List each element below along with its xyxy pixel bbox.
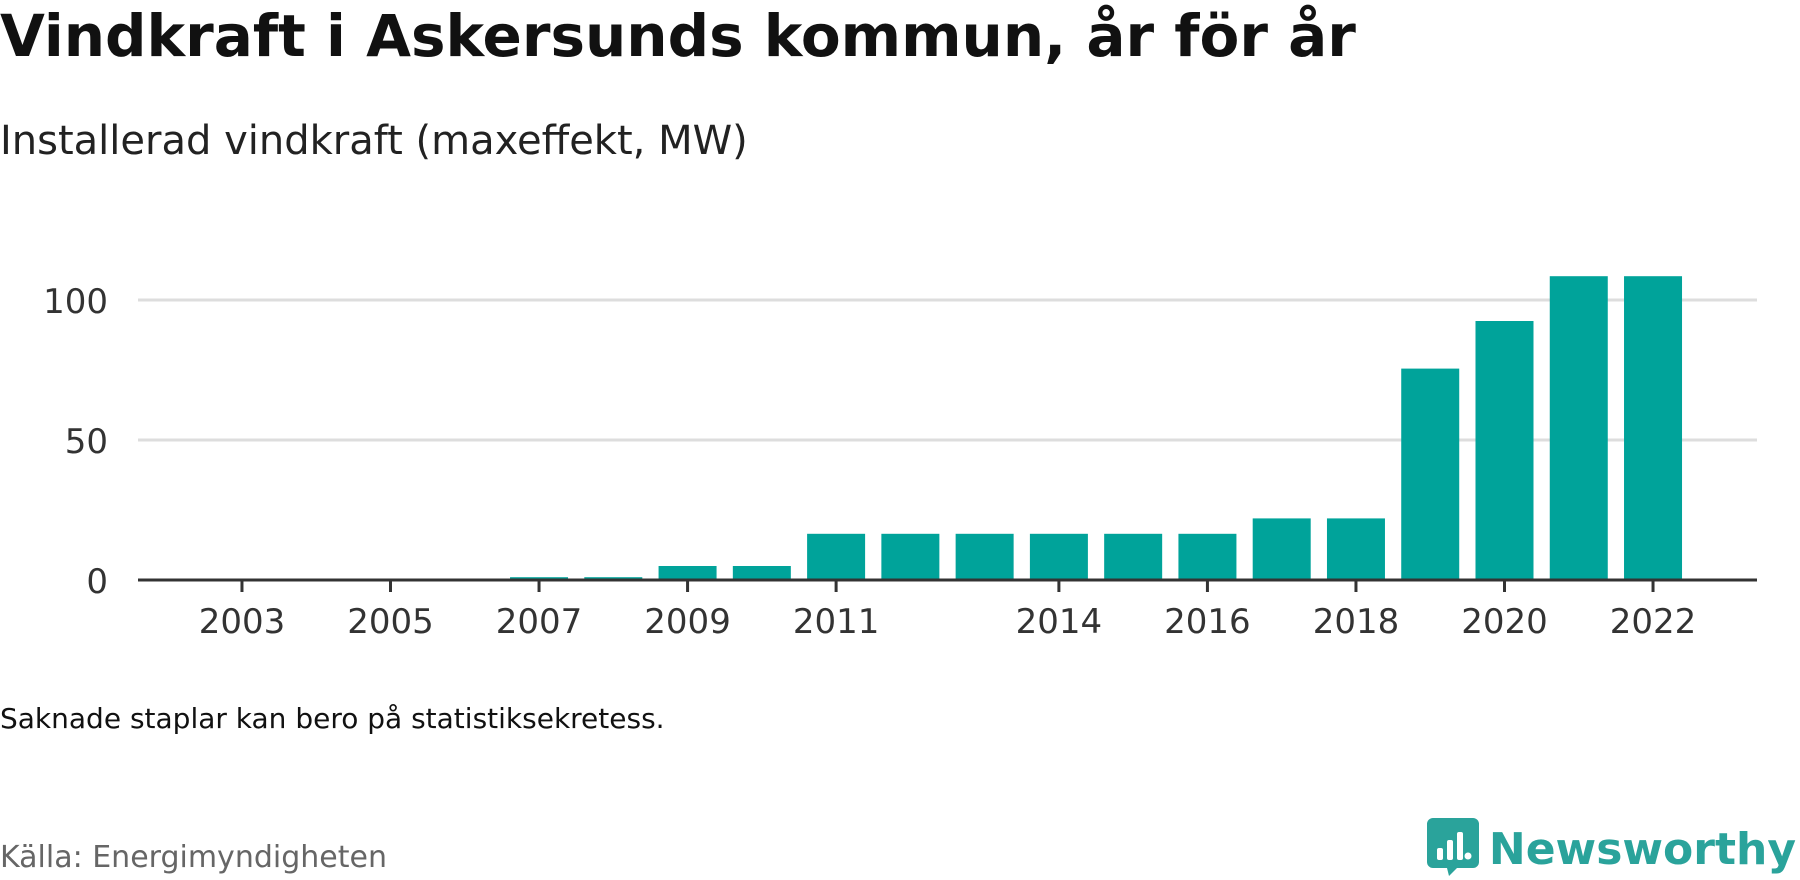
bar — [955, 533, 1014, 580]
bar-chart: 0 50 100 2003 2005 2007 2009 2011 2014 2016 2018 20… — [43, 276, 1757, 642]
bar — [658, 566, 717, 580]
x-tick-label: 2009 — [644, 602, 731, 642]
x-tick-label: 2005 — [347, 602, 434, 642]
chart-subtitle: Installerad vindkraft (maxeffekt, MW) — [0, 118, 748, 164]
bar — [1029, 533, 1088, 580]
bar — [807, 533, 866, 580]
x-tick-label: 2003 — [199, 602, 286, 642]
y-tick-label: 50 — [65, 422, 108, 462]
y-tick-label: 0 — [86, 562, 108, 602]
x-tick-label: 2016 — [1164, 602, 1251, 642]
x-tick-label: 2022 — [1610, 602, 1697, 642]
brand-name: Newsworthy — [1488, 823, 1796, 875]
x-tick-label: 2018 — [1313, 602, 1400, 642]
x-tick-label: 2007 — [496, 602, 583, 642]
brand-logo[interactable]: Newsworthy — [1426, 818, 1796, 880]
x-tick-label: 2014 — [1016, 602, 1103, 642]
y-tick-label: 100 — [43, 282, 108, 322]
bar — [1475, 321, 1534, 580]
bar — [1326, 518, 1385, 580]
footnote: Saknade staplar kan bero på statistiksek… — [0, 702, 665, 735]
bar — [1252, 518, 1311, 580]
bar — [1624, 276, 1683, 580]
bar — [732, 566, 791, 580]
x-tick-label: 2011 — [793, 602, 880, 642]
bar — [1549, 276, 1608, 580]
source-credit: Källa: Energimyndigheten — [0, 840, 387, 875]
bar — [1401, 368, 1460, 580]
chart-title: Vindkraft i Askersunds kommun, år för år — [0, 2, 1356, 70]
newsworthy-logo-icon — [1426, 818, 1479, 880]
bar — [881, 533, 940, 580]
bar — [1178, 533, 1237, 580]
bar — [1104, 533, 1163, 580]
x-tick-label: 2020 — [1461, 602, 1548, 642]
